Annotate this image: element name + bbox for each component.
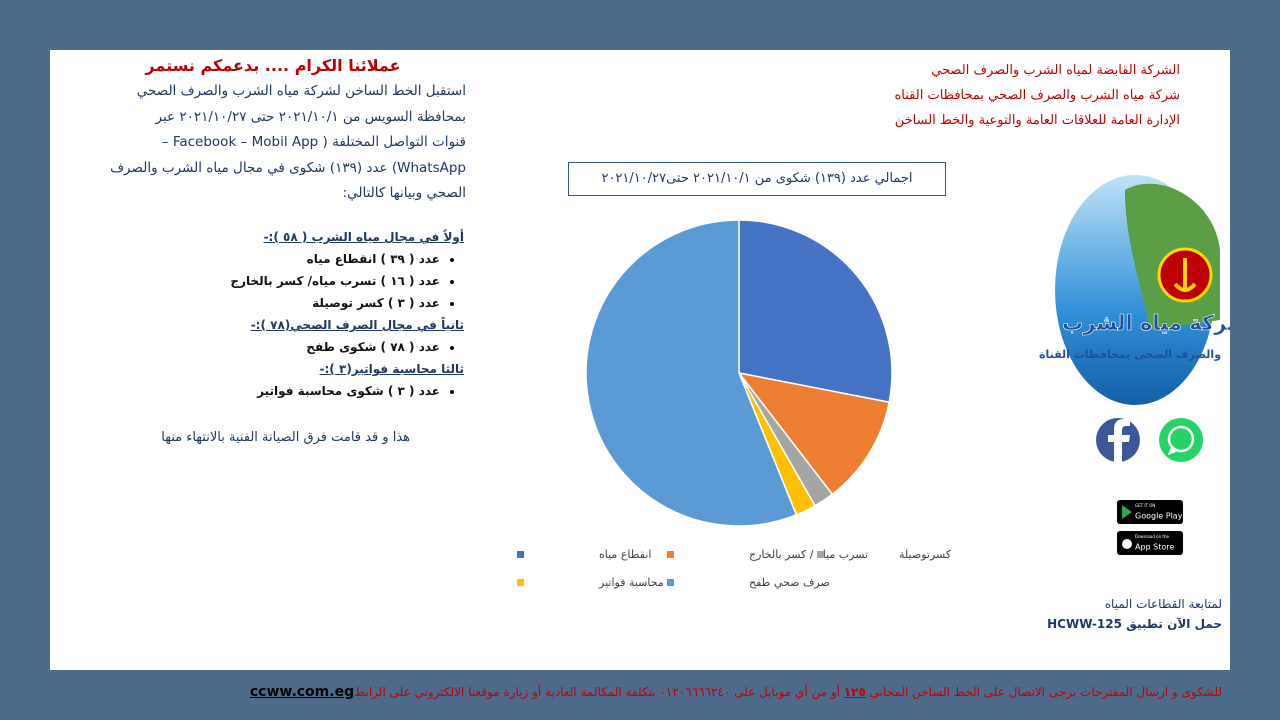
legend-label: انقطاع مياه [599,548,651,561]
legend-label: تسرب مياه / كسر بالخارج [749,548,868,561]
google-play-badge[interactable]: GET IT ON Google Play [1117,500,1183,524]
intro: عملائنا الكرام .... بدعمكم نستمر استقبل … [80,56,466,207]
section-item: عدد ( ٣ ) كسر توصيلة [210,292,440,314]
chart-title: اجمالي عدد (١٣٩) شكوى من ٢٠٢١/١٠/١ حتى٢٠… [568,162,946,196]
intro-line: الصحي وبيانها كالتالي: [342,185,466,201]
whatsapp-icon[interactable] [1159,418,1203,462]
section-item: عدد ( ١٦ ) تسرب مياه/ كسر بالخارج [210,270,440,292]
legend-label: صرف صحي طفح [749,576,830,589]
intro-line: WhatsApp) عدد (١٣٩) شكوى في مجال مياه ال… [110,159,466,176]
header-line: الشركة القابضة لمياه الشرب والصرف الصحي [931,63,1180,78]
section-item: عدد ( ٧٨ ) شكوى طفح [210,336,440,358]
logo-title: شركة مياه الشرب [1062,311,1230,335]
section-item: عدد ( ٣ ) شكوى محاسبة فواتير [210,380,440,402]
legend-swatch [517,551,524,558]
header-line: الإدارة العامة للعلاقات العامة والتوعية … [894,113,1180,128]
legend-swatch [667,551,674,558]
logo-subtitle: والصرف الصحى بمحافظات القناة [1039,348,1221,361]
section-heading: ثانياً في مجال الصرف الصحي(٧٨ ):- [250,318,464,332]
pie-slice [585,219,798,527]
store-small: Download on the [1135,534,1170,539]
section-heading: ثالثا محاسبة فواتير(٣ ):- [319,362,464,376]
legend-swatch [517,579,524,586]
section-list: عدد ( ٣ ) شكوى محاسبة فواتير [210,380,464,402]
legend-swatch [667,579,674,586]
facebook-icon[interactable] [1096,418,1140,462]
closing: هذا و قد قامت فرق الصيانة الفنية بالانته… [161,430,410,445]
intro-line: قنوات التواصل المختلفة ( Facebook – Mobi… [161,134,466,150]
legend-swatch [817,551,824,558]
legend-label: محاسبة فواتير [598,576,664,589]
app-line: حمل الآن تطبيق HCWW-125 [1047,617,1222,631]
store-big: Google Play [1135,512,1183,521]
chart: شركة مياه الشرب والصرف الصحى بمحافظات ال… [517,175,1230,589]
sections: أولاً في مجال مياه الشرب ( ٥٨ ):- عدد ( ٣… [210,226,464,402]
store-big: App Store [1135,543,1174,552]
footer-text: أو من أي موبايل على ٠١٢٠٦٦٦٦٢٤٠ بتكلفة ا… [354,685,840,699]
section-heading: أولاً في مجال مياه الشرب ( ٥٨ ):- [263,230,464,244]
logo: شركة مياه الشرب والصرف الصحى بمحافظات ال… [1039,175,1230,405]
store-small: GET IT ON [1135,503,1155,508]
intro-line: استقبل الخط الساخن لشركة مياه الشرب والص… [136,83,466,99]
pie-slice [737,371,891,496]
section-list: عدد ( ٧٨ ) شكوى طفح [210,336,464,358]
section-list: عدد ( ٣٩ ) انقطاع مياهعدد ( ١٦ ) تسرب مي… [210,248,464,314]
hotline: ١٢٥ [843,685,866,699]
section-item: عدد ( ٣٩ ) انقطاع مياه [210,248,440,270]
app-line: لمتابعة القطاعات المياه [1104,597,1222,611]
intro-line: بمحافظة السويس من ٢٠٢١/١٠/١ حتى ٢٠٢١/١٠/… [155,108,467,125]
pie-slice [738,219,893,404]
logo-anchor [1173,258,1197,292]
slide: الشركة القابضة لمياه الشرب والصرف الصحي … [50,50,1230,670]
footer: للشكوى و ارسال المقترحات يرجى الاتصال عل… [0,684,1222,700]
header-line: شركة مياه الشرب والصرف الصحي بمحافظات ال… [894,88,1180,103]
website-link[interactable]: ccww.com.eg [249,684,355,700]
legend-label: كسرتوصيلة [899,548,952,561]
intro-heading: عملائنا الكرام .... بدعمكم نستمر [145,56,401,75]
app-store-badge[interactable]: Download on the App Store [1117,531,1183,555]
app-promo: لمتابعة القطاعات المياه حمل الآن تطبيق H… [1047,594,1222,634]
footer-text: للشكوى و ارسال المقترحات يرجى الاتصال عل… [869,685,1222,699]
header: الشركة القابضة لمياه الشرب والصرف الصحي … [840,58,1180,133]
